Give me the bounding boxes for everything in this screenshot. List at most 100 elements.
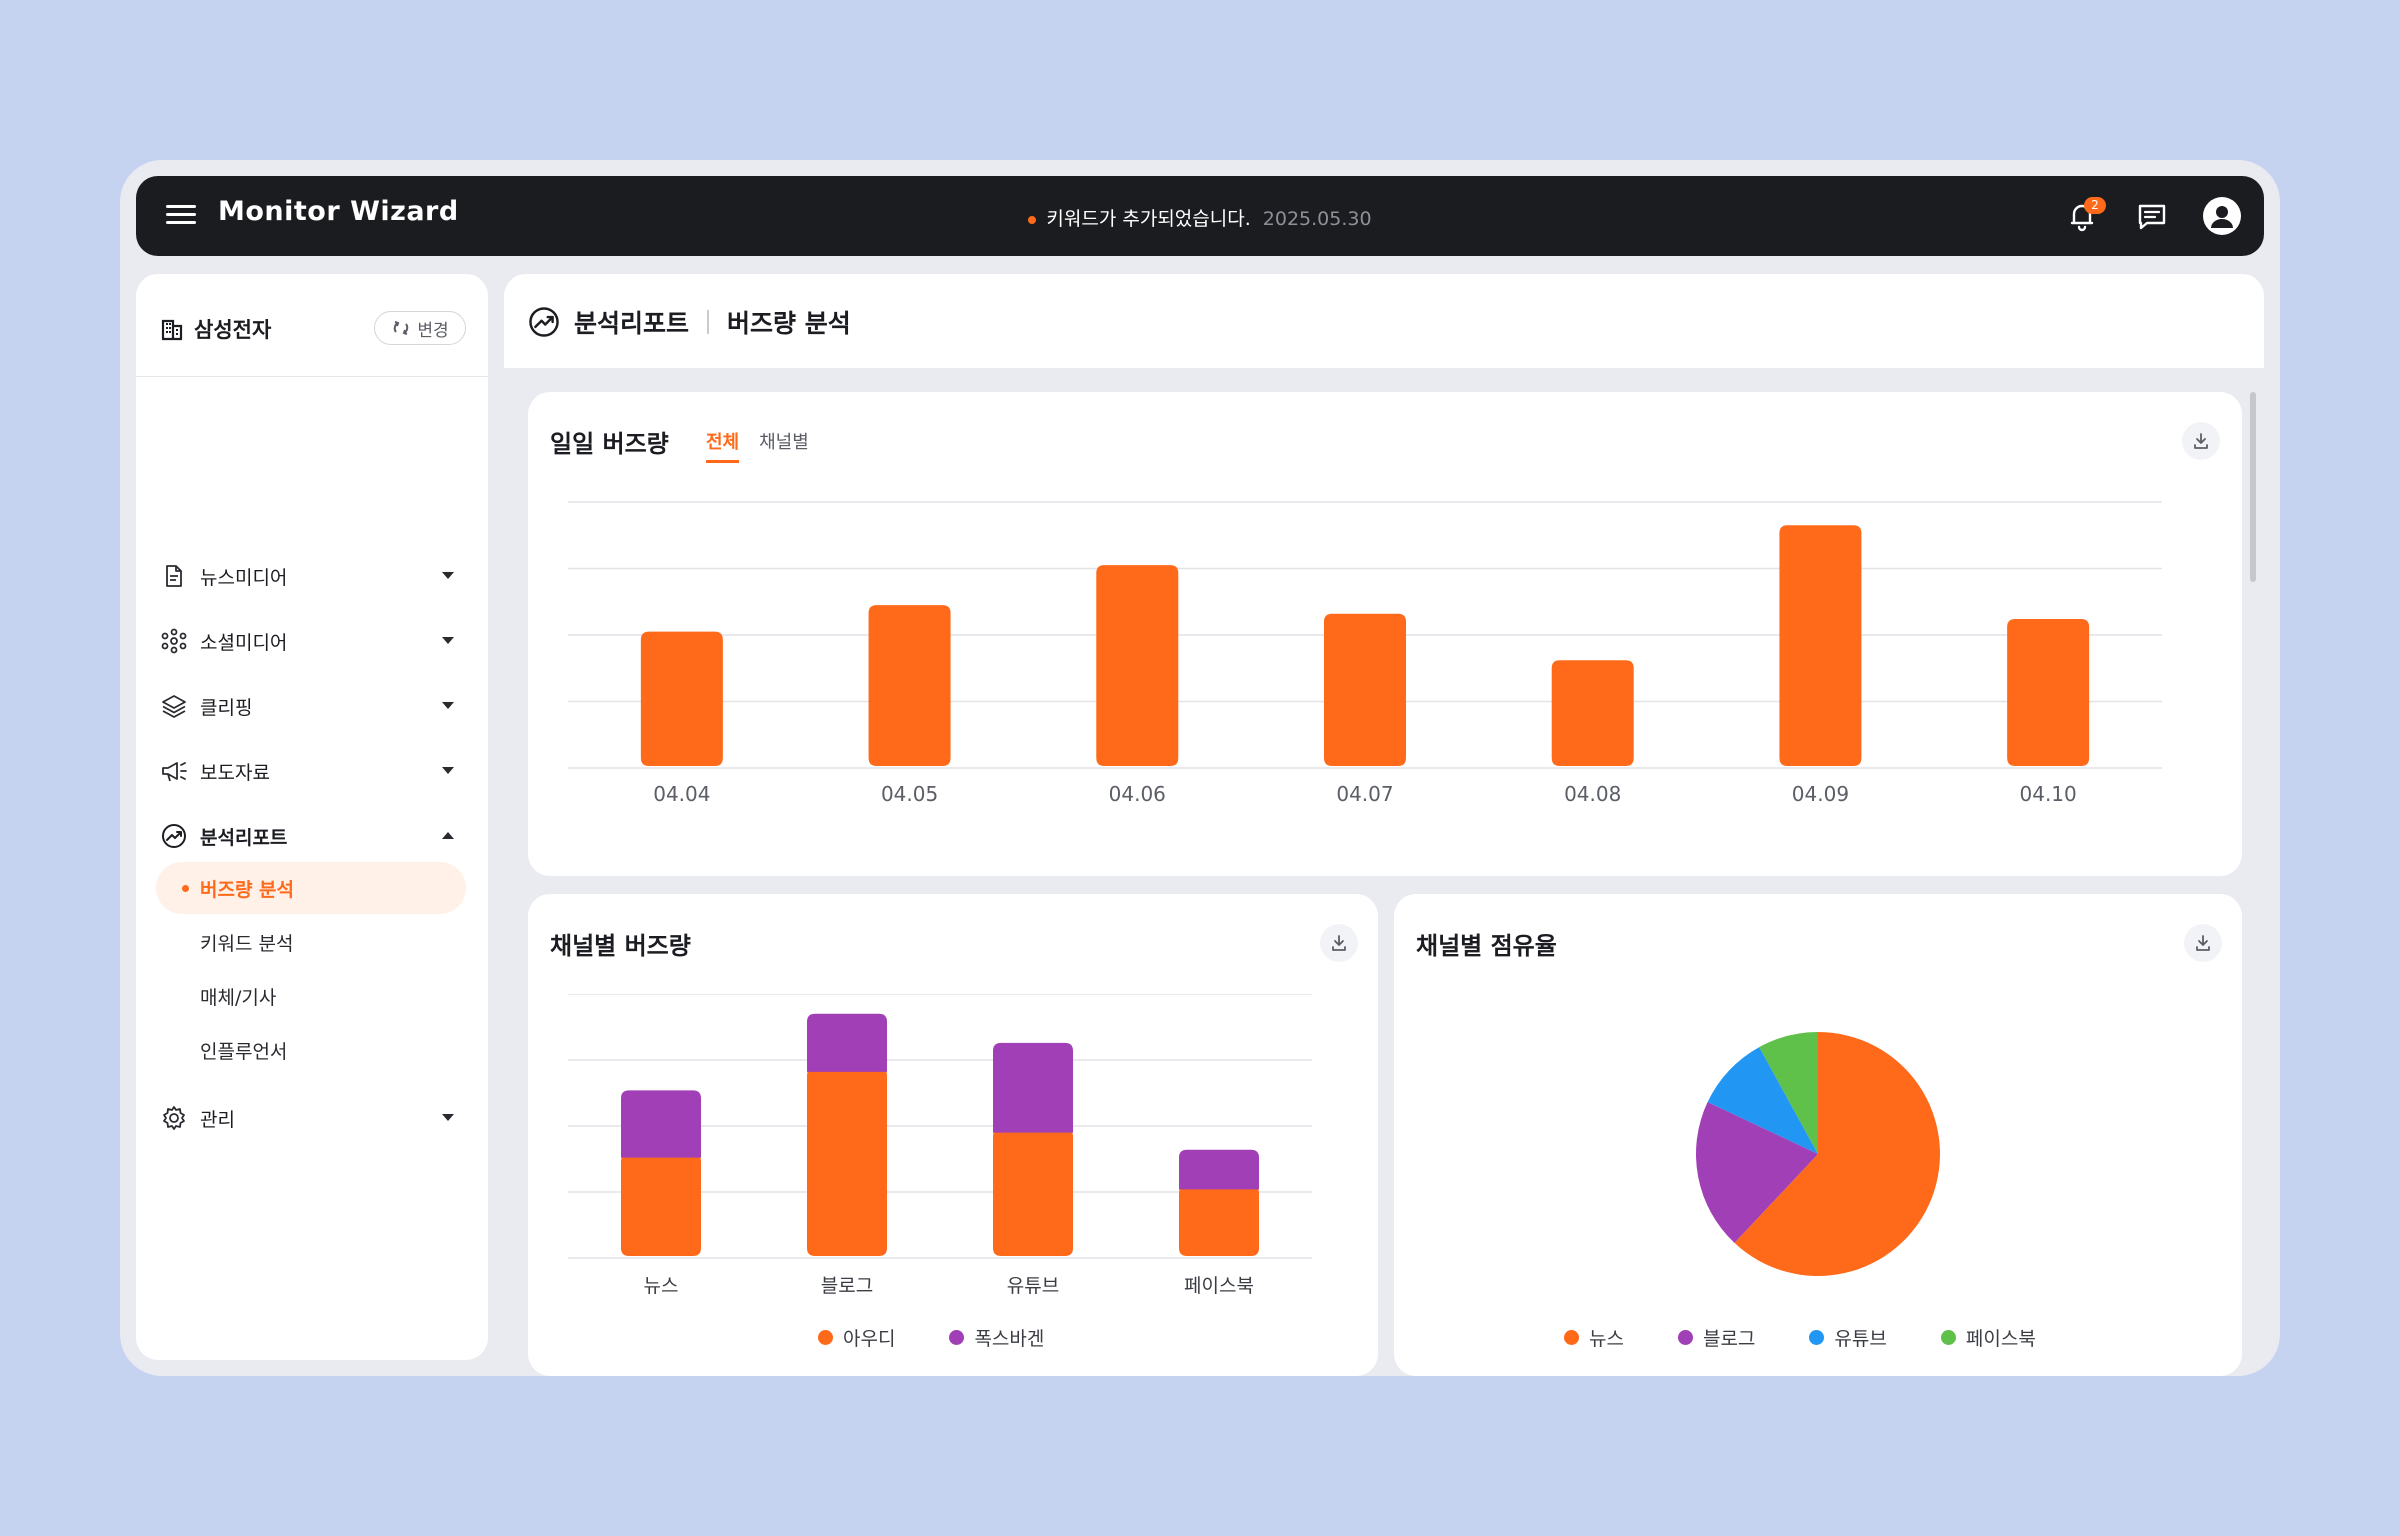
card-title: 채널별 점유율 bbox=[1416, 932, 1557, 960]
x-tick-label: 04.06 bbox=[1109, 782, 1166, 806]
sidebar-item-label: 소셜미디어 bbox=[200, 631, 288, 654]
download-icon bbox=[1332, 935, 1346, 951]
card-title: 채널별 버즈량 bbox=[550, 932, 691, 960]
hamburger-menu-icon[interactable] bbox=[166, 200, 196, 232]
sidebar-item-analysis-report[interactable]: 분석리포트 bbox=[160, 814, 466, 858]
notification-badge: 2 bbox=[2084, 197, 2106, 214]
tab-all[interactable]: 전체 bbox=[706, 428, 740, 463]
chevron-down-icon bbox=[442, 1114, 454, 1121]
sidebar-item-management[interactable]: 관리 bbox=[160, 1096, 466, 1140]
bar bbox=[1779, 525, 1862, 766]
bar-segment bbox=[993, 1042, 1073, 1133]
legend-swatch bbox=[1677, 1330, 1693, 1345]
x-tick-label: 04.05 bbox=[881, 782, 938, 806]
pie-slice bbox=[1734, 1032, 1940, 1276]
sidebar-item-label: 클리핑 bbox=[200, 696, 253, 719]
tab-by-channel[interactable]: 채널별 bbox=[759, 432, 809, 453]
bar-segment bbox=[621, 1153, 701, 1256]
breadcrumb-section[interactable]: 분석리포트 bbox=[574, 309, 690, 338]
company-name: 삼성전자 bbox=[160, 314, 271, 344]
sub-item-media-article[interactable]: 매체/기사 bbox=[156, 970, 466, 1022]
x-tick-label: 04.10 bbox=[2020, 782, 2077, 806]
legend-label: 블로그 bbox=[1702, 1328, 1756, 1350]
sidebar-item-label: 뉴스미디어 bbox=[200, 566, 288, 589]
sub-item-keyword-analysis[interactable]: 키워드 분석 bbox=[156, 916, 466, 968]
sidebar-divider bbox=[136, 376, 488, 377]
sub-item-influencer[interactable]: 인플루언서 bbox=[156, 1024, 466, 1076]
layers-icon bbox=[160, 692, 188, 720]
legend-label: 폭스바겐 bbox=[974, 1328, 1045, 1350]
download-button[interactable] bbox=[2184, 924, 2222, 962]
legend-swatch bbox=[818, 1330, 833, 1345]
bar-segment bbox=[807, 1067, 887, 1256]
sidebar-item-label: 보도자료 bbox=[200, 761, 270, 784]
scrollbar-thumb[interactable] bbox=[2250, 392, 2256, 582]
legend-swatch bbox=[1564, 1330, 1579, 1345]
sidebar-item-news-media[interactable]: 뉴스미디어 bbox=[160, 554, 466, 598]
pie-slice bbox=[1759, 1032, 1818, 1154]
bar-segment bbox=[1179, 1185, 1259, 1256]
change-company-button[interactable]: 변경 bbox=[374, 311, 466, 345]
sidebar-item-press-release[interactable]: 보도자료 bbox=[160, 749, 466, 793]
chevron-down-icon bbox=[442, 572, 454, 579]
sidebar-item-social-media[interactable]: 소셜미디어 bbox=[160, 619, 466, 663]
download-button[interactable] bbox=[1320, 924, 1358, 962]
sub-item-buzz-analysis[interactable]: 버즈량 분석 bbox=[156, 862, 466, 914]
megaphone-icon bbox=[160, 757, 188, 785]
change-label: 변경 bbox=[417, 320, 449, 341]
bell-icon[interactable]: 2 bbox=[2062, 196, 2106, 236]
breadcrumb-separator bbox=[707, 310, 710, 334]
legend-item: 폭스바겐 bbox=[949, 1324, 1044, 1351]
bar bbox=[640, 631, 723, 766]
legend-item: 아우디 bbox=[818, 1324, 895, 1351]
card-title: 일일 버즈량 bbox=[550, 430, 669, 458]
bar-segment bbox=[621, 1090, 701, 1158]
download-button[interactable] bbox=[2182, 422, 2220, 460]
bar bbox=[868, 605, 951, 766]
pie-slice bbox=[1707, 1047, 1818, 1154]
bar bbox=[1324, 613, 1406, 766]
legend-item: 뉴스 bbox=[1564, 1324, 1624, 1351]
sub-item-label: 매체/기사 bbox=[200, 986, 277, 1009]
channel-share-card: 채널별 점유율 뉴스 블로그 유튜브 페이스북 bbox=[1394, 894, 2242, 1376]
sidebar-item-clipping[interactable]: 클리핑 bbox=[160, 684, 466, 728]
download-icon bbox=[2194, 433, 2208, 449]
bar-segment bbox=[1179, 1149, 1259, 1190]
user-avatar-icon[interactable] bbox=[2202, 196, 2242, 236]
refresh-icon bbox=[394, 321, 409, 335]
legend-label: 아우디 bbox=[843, 1328, 896, 1350]
x-tick-label: 04.08 bbox=[1564, 782, 1621, 806]
legend-item: 블로그 bbox=[1677, 1324, 1756, 1351]
x-tick-label: 블로그 bbox=[821, 1275, 873, 1297]
channel-share-pie-chart bbox=[1696, 1032, 1940, 1276]
breadcrumb: 분석리포트 버즈량 분석 bbox=[528, 304, 851, 340]
daily-bar-chart: 04.04 04.05 04.06 04.07 04.08 04.09 04.10 bbox=[568, 501, 2162, 806]
legend-label: 페이스북 bbox=[1965, 1328, 2036, 1350]
legend-label: 뉴스 bbox=[1589, 1328, 1624, 1350]
legend-item: 페이스북 bbox=[1940, 1324, 2036, 1351]
sub-item-label: 버즈량 분석 bbox=[200, 878, 295, 901]
trend-icon bbox=[529, 307, 559, 337]
active-dot bbox=[182, 885, 189, 892]
channel-stacked-bar-chart: 뉴스 블로그 유튜브 페이스북 bbox=[568, 994, 1312, 1297]
bar-segment bbox=[807, 1013, 887, 1072]
legend-label: 유튜브 bbox=[1834, 1328, 1887, 1350]
message-icon[interactable] bbox=[2132, 196, 2172, 236]
building-icon bbox=[161, 319, 183, 341]
bar-segment bbox=[993, 1128, 1073, 1256]
notice-bar: 키워드가 추가되었습니다. 2025.05.30 bbox=[136, 204, 2264, 231]
sidebar-item-label: 분석리포트 bbox=[200, 826, 288, 849]
page-header: 분석리포트 버즈량 분석 bbox=[504, 274, 2264, 368]
page-title: 버즈량 분석 bbox=[727, 309, 851, 338]
brand-logo[interactable]: Monitor Wizard bbox=[218, 196, 459, 227]
bar bbox=[2007, 619, 2090, 766]
legend-swatch bbox=[1809, 1330, 1825, 1345]
channel-buzz-card: 채널별 버즈량 뉴스 블로그 유튜브 페이스북 아우디 폭스바겐 bbox=[528, 894, 1378, 1376]
top-bar: Monitor Wizard 키워드가 추가되었습니다. 2025.05.30 2 bbox=[136, 176, 2264, 256]
notice-text: 키워드가 추가되었습니다. bbox=[1046, 208, 1251, 230]
x-tick-label: 04.07 bbox=[1336, 782, 1393, 806]
sidebar: 삼성전자 변경 뉴스미디어 소셜미디어 클리핑 보도자료 bbox=[136, 274, 488, 1360]
share-legend: 뉴스 블로그 유튜브 페이스북 bbox=[1564, 1324, 2036, 1351]
network-icon bbox=[160, 627, 188, 655]
company-label: 삼성전자 bbox=[194, 318, 272, 342]
